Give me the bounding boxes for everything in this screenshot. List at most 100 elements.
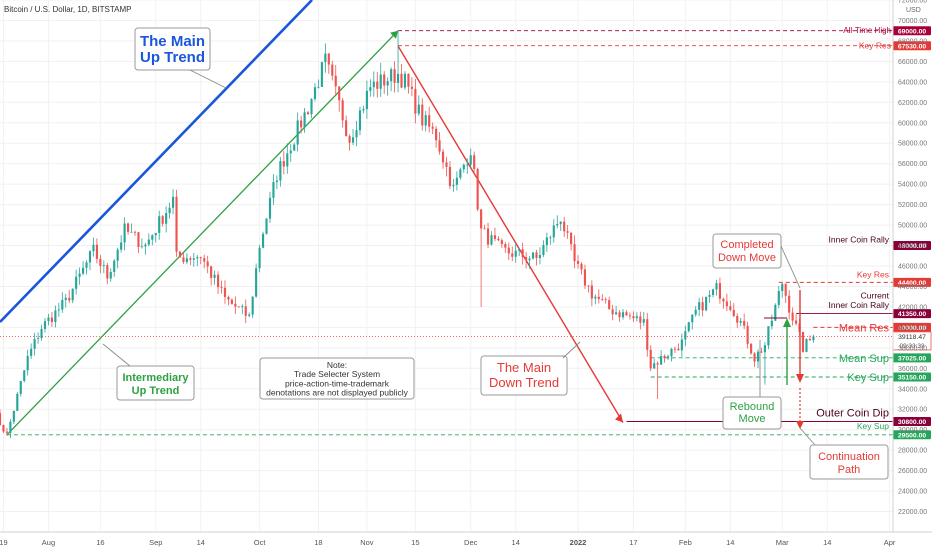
candle-body — [289, 150, 292, 154]
candle-body — [272, 182, 275, 198]
price-tick-label: 70000.00 — [898, 18, 927, 25]
price-tag — [893, 309, 931, 319]
continuation-path-label: Continuation Path — [818, 451, 880, 476]
price-tag — [893, 430, 931, 440]
price-tick-label: 56000.00 — [898, 161, 927, 168]
price-tag-label: 69000.00 — [898, 28, 927, 35]
candle-body — [628, 315, 632, 317]
candle-body — [279, 161, 282, 181]
candle-body — [639, 316, 642, 323]
price-tag — [893, 41, 931, 51]
candle-body — [23, 370, 26, 381]
candle-body — [756, 351, 760, 362]
rebound-move-label: Rebound Move — [730, 401, 775, 425]
candle-body — [556, 224, 559, 226]
candle-body — [95, 244, 98, 259]
candle-body — [358, 110, 362, 131]
candle-body — [812, 336, 815, 341]
level-label: Inner Coin Rally — [829, 235, 890, 245]
candle-body — [19, 380, 22, 394]
candle-body — [293, 144, 296, 151]
candle-body — [435, 128, 438, 141]
rebound-arrowhead — [783, 318, 791, 327]
candle-body — [621, 312, 625, 318]
candle-body — [158, 216, 161, 233]
candle-body — [718, 283, 722, 299]
price-tag-label: 48000.00 — [898, 243, 927, 250]
candle-body — [493, 235, 497, 239]
price-tick-label: 62000.00 — [898, 100, 927, 107]
candle-body — [438, 140, 441, 152]
price-tick-label: 48000.00 — [898, 243, 927, 250]
candle-body — [795, 320, 798, 324]
candle-body — [99, 258, 102, 266]
price-tick-label: 54000.00 — [898, 182, 927, 189]
candle-body — [390, 69, 393, 82]
currency-label: USD — [906, 7, 921, 14]
candle-body — [424, 115, 427, 126]
price-tag — [893, 26, 931, 36]
candle-body — [223, 287, 227, 297]
candle-body — [379, 74, 382, 89]
candle-body — [54, 310, 57, 323]
candle-body — [545, 237, 548, 246]
candle-body — [746, 325, 749, 344]
main-up-trend-box — [134, 27, 211, 71]
chart-title: Bitcoin / U.S. Dollar, 1D, BITSTAMP — [4, 5, 131, 14]
candle-body — [9, 421, 12, 433]
candle-body — [324, 53, 327, 63]
time-tick-label: Aug — [42, 538, 55, 547]
candle-body — [653, 363, 656, 369]
candle-body — [691, 314, 694, 323]
candle-body — [85, 262, 88, 268]
price-tag — [893, 417, 931, 427]
candle-body — [327, 53, 330, 65]
candle-body — [258, 247, 261, 269]
candle-body — [216, 274, 220, 288]
candle-body — [12, 410, 15, 422]
price-tick-label: 28000.00 — [898, 448, 927, 455]
candle-body — [646, 319, 649, 350]
candle-body — [123, 223, 126, 243]
candle-body — [511, 253, 514, 257]
candle-body — [16, 393, 19, 411]
price-tick-label: 38000.00 — [898, 345, 927, 352]
candle-body — [663, 355, 666, 359]
candle-body — [535, 252, 538, 258]
price-tick-label: 26000.00 — [898, 468, 927, 475]
candle-body — [507, 247, 510, 254]
candle-body — [268, 197, 272, 219]
candle-body — [715, 283, 718, 290]
candle-body — [525, 257, 528, 261]
candle-body — [161, 216, 164, 224]
candle-body — [473, 155, 476, 169]
candle-body — [341, 100, 344, 121]
price-tick-label: 50000.00 — [898, 223, 927, 230]
continuation-arrowhead — [796, 421, 804, 429]
candle-body — [462, 164, 465, 170]
candle-body — [705, 296, 708, 311]
candle-body — [303, 112, 306, 128]
continuation-path-pointer — [799, 427, 816, 446]
candle-body — [362, 109, 365, 111]
candle-body — [75, 276, 78, 289]
candle-body — [26, 355, 29, 371]
time-axis[interactable]: 19 Aug 16 Sep 14 Oct 18 Nov 15 Dec 14 2022 17 Feb 14 Ma… — [0, 531, 932, 547]
candle-body — [694, 309, 697, 315]
candle-body — [261, 233, 265, 248]
price-axis[interactable]: 22000.00 24000.00 26000.00 28000.00 30000.00… — [892, 0, 927, 532]
price-tick-label: 30000.00 — [898, 427, 927, 434]
completed-down-move-label: Completed Down Move — [718, 239, 776, 264]
candle-body — [594, 296, 597, 299]
completed-down-move-box — [712, 233, 782, 269]
candle-body — [320, 62, 323, 87]
time-tick-label: Feb — [679, 538, 692, 547]
candle-body — [40, 328, 43, 339]
price-tag — [893, 241, 931, 251]
candle-body — [642, 319, 645, 323]
candle-body — [102, 265, 105, 266]
candle-body — [334, 75, 337, 87]
time-tick-label: Oct — [254, 538, 267, 547]
candle-body — [255, 268, 258, 297]
